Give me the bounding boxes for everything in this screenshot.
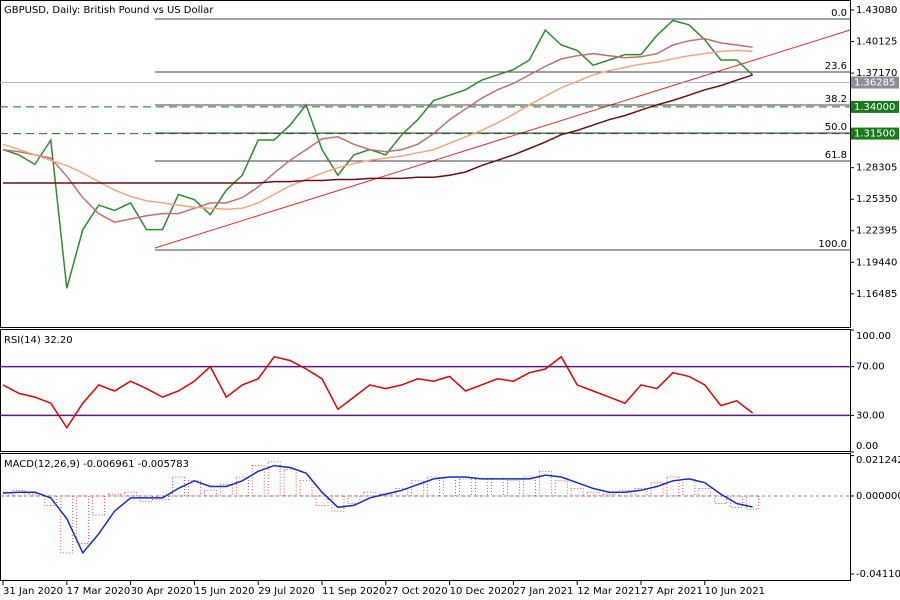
fib-label: 61.8 bbox=[825, 150, 847, 161]
macd-bar bbox=[363, 491, 377, 497]
macd-bar bbox=[538, 470, 552, 497]
macd-bar bbox=[203, 489, 217, 497]
macd-bar bbox=[235, 476, 249, 497]
current-label: 1.36285 bbox=[854, 78, 895, 89]
series-line bbox=[2, 464, 753, 555]
macd-bar bbox=[459, 478, 472, 497]
x-tick-label: 17 Mar 2020 bbox=[67, 586, 130, 597]
macd-bar bbox=[156, 495, 169, 501]
x-tick-label: 15 Jun 2020 bbox=[194, 586, 254, 597]
rsi-title: RSI(14) 32.20 bbox=[4, 335, 73, 346]
macd-bar bbox=[0, 491, 10, 497]
y-tick-label: 1.16485 bbox=[856, 289, 897, 300]
macd-bar bbox=[714, 495, 728, 504]
macd-bar bbox=[92, 495, 106, 516]
macd-bar bbox=[60, 495, 74, 554]
fib-label: 100.0 bbox=[818, 239, 847, 250]
y-tick-label: 1.40125 bbox=[856, 37, 897, 48]
macd-bar bbox=[267, 461, 281, 497]
macd-bar bbox=[76, 495, 90, 544]
x-tick-label: 27 Oct 2020 bbox=[386, 586, 448, 597]
macd-bar bbox=[411, 480, 425, 497]
y-tick-label: 1.22395 bbox=[856, 226, 897, 237]
macd-bar bbox=[219, 484, 233, 497]
series-line bbox=[3, 74, 753, 184]
macd-bar bbox=[506, 480, 520, 497]
y-tick-label: 1.28305 bbox=[856, 163, 897, 174]
macd-bar bbox=[315, 495, 329, 506]
x-tick-label: 11 Sep 2020 bbox=[322, 586, 385, 597]
y-tick-label: 1.37170 bbox=[856, 68, 897, 79]
series-line bbox=[2, 19, 754, 289]
macd-bar bbox=[347, 495, 361, 504]
macd-bar bbox=[283, 468, 297, 497]
macd-bar bbox=[12, 489, 26, 497]
y-tick-label: 1.25350 bbox=[856, 194, 897, 205]
macd-panel bbox=[0, 453, 851, 581]
macd-bar bbox=[140, 495, 153, 503]
series-line bbox=[2, 49, 753, 211]
y-tick-label: 0.021242 bbox=[856, 455, 900, 466]
x-tick-label: 31 Jan 2020 bbox=[3, 586, 63, 597]
y-tick-label: 70.00 bbox=[856, 362, 885, 373]
x-tick-label: 27 Jan 2021 bbox=[513, 586, 573, 597]
x-tick-label: 12 Mar 2021 bbox=[577, 586, 640, 597]
macd-bar bbox=[602, 493, 616, 497]
x-tick-label: 29 Jul 2020 bbox=[258, 586, 315, 597]
macd-bar bbox=[586, 491, 600, 497]
trend-line bbox=[154, 29, 851, 249]
macd-bar bbox=[427, 476, 441, 497]
y-tick-label: -0.041104 bbox=[856, 569, 900, 580]
macd-bar bbox=[522, 476, 536, 497]
macd-bar bbox=[554, 480, 568, 497]
macd-bar bbox=[746, 495, 760, 510]
series-line bbox=[2, 355, 754, 429]
macd-bar bbox=[618, 489, 632, 497]
macd-bar bbox=[634, 487, 648, 497]
macd-bar bbox=[666, 476, 680, 497]
macd-bar bbox=[172, 476, 185, 497]
y-tick-label: 1.43080 bbox=[856, 5, 897, 16]
current-box bbox=[851, 76, 899, 89]
y-tick-label: 0.000000 bbox=[856, 491, 900, 502]
x-tick-label: 27 Apr 2021 bbox=[641, 586, 703, 597]
macd-title: MACD(12,26,9) -0.006961 -0.005783 bbox=[4, 459, 189, 470]
macd-bar bbox=[570, 487, 584, 497]
macd-bar bbox=[44, 495, 58, 506]
y-tick-label: 100.00 bbox=[856, 331, 891, 342]
price-panel bbox=[0, 0, 851, 328]
y-tick-label: 1.19440 bbox=[856, 257, 897, 268]
fib-label: 38.2 bbox=[825, 94, 847, 105]
fib-label: 23.6 bbox=[825, 61, 847, 72]
macd-bar bbox=[650, 482, 664, 497]
fib-label: 0.0 bbox=[831, 8, 847, 19]
y-tick-label: 0.00 bbox=[856, 441, 878, 452]
level-box bbox=[851, 127, 899, 140]
level-label: 1.34000 bbox=[854, 102, 895, 113]
macd-bar bbox=[108, 493, 122, 497]
macd-bar bbox=[395, 487, 409, 497]
x-tick-label: 30 Apr 2020 bbox=[131, 586, 193, 597]
series-line bbox=[2, 37, 753, 223]
macd-bar bbox=[730, 495, 744, 508]
fib-label: 50.0 bbox=[825, 122, 847, 133]
macd-bar bbox=[124, 491, 137, 497]
chart-title: GBPUSD, Daily: British Pound vs US Dolla… bbox=[4, 5, 214, 16]
x-tick-label: 10 Dec 2020 bbox=[450, 586, 514, 597]
level-label: 1.31500 bbox=[854, 129, 895, 140]
rsi-panel bbox=[0, 329, 851, 452]
x-tick-label: 10 Jun 2021 bbox=[705, 586, 765, 597]
macd-bar bbox=[251, 465, 265, 497]
level-box bbox=[851, 100, 899, 113]
macd-bar bbox=[698, 487, 712, 497]
macd-bar bbox=[299, 480, 313, 497]
y-tick-label: 30.00 bbox=[856, 410, 885, 421]
macd-bar bbox=[331, 495, 345, 512]
